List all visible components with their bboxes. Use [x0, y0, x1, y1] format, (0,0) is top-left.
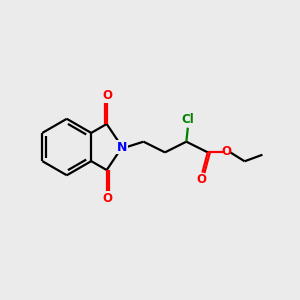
- Text: O: O: [221, 145, 231, 158]
- Text: O: O: [196, 173, 206, 186]
- Text: N: N: [117, 140, 127, 154]
- Text: O: O: [102, 192, 112, 205]
- Text: O: O: [102, 89, 112, 102]
- Text: Cl: Cl: [182, 113, 194, 127]
